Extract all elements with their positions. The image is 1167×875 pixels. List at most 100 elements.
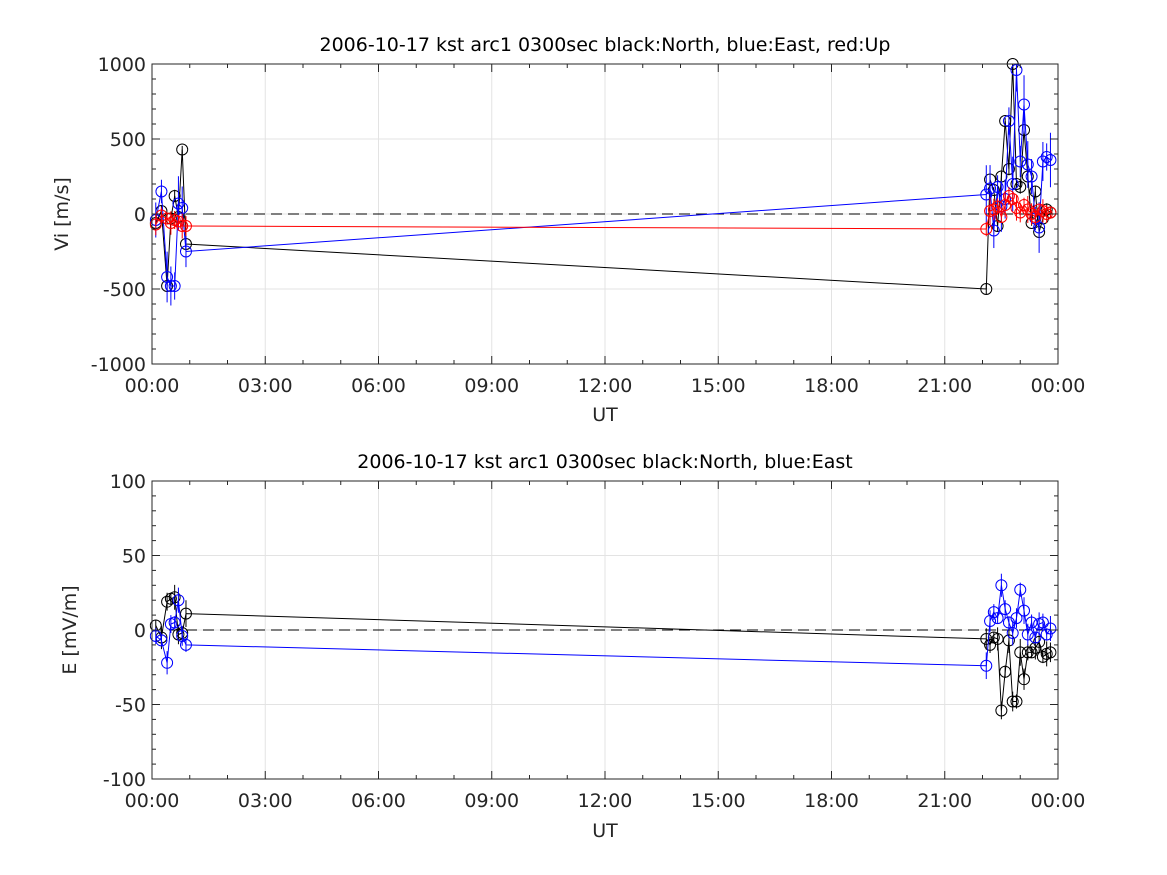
velocity-north-point: [1011, 179, 1022, 190]
efield-east-point: [162, 657, 173, 668]
efield-north-point: [1019, 674, 1030, 685]
efield-east-point: [1045, 623, 1056, 634]
efield-y-tick-label: 100: [110, 471, 146, 493]
velocity-up-point: [180, 221, 191, 232]
velocity-x-tick-label: 09:00: [464, 375, 519, 397]
velocity-y-tick-label: 500: [110, 129, 146, 151]
efield-east-point: [988, 607, 999, 618]
efield-y-tick-label: -100: [103, 769, 146, 791]
efield-east-point: [1003, 617, 1014, 628]
velocity-up-point: [1037, 206, 1048, 217]
velocity-x-tick-label: 03:00: [238, 375, 293, 397]
efield-east-point: [1037, 617, 1048, 628]
velocity-east-point: [1037, 156, 1048, 167]
velocity-chart-title: 2006-10-17 kst arc1 0300sec black:North,…: [319, 34, 890, 56]
efield-y-tick-label: 0: [134, 620, 146, 642]
velocity-east-point: [1041, 152, 1052, 163]
efield-east-line: [156, 585, 1051, 666]
efield-east-point: [992, 613, 1003, 624]
efield-north-point: [1034, 636, 1045, 647]
efield-north-point: [1026, 647, 1037, 658]
efield-x-tick-label: 12:00: [578, 790, 633, 812]
velocity-y-tick-label: 0: [134, 204, 146, 226]
velocity-up-point: [177, 221, 188, 232]
efield-east-point: [996, 580, 1007, 591]
efield-north-point: [1007, 696, 1018, 707]
efield-ticks: 00:00 03:00 06:00 09:00 12:00 15:00 18:00 21:00…: [103, 471, 1086, 812]
velocity-east-point: [1045, 155, 1056, 166]
efield-north-point: [162, 596, 173, 607]
efield-x-tick-label: 15:00: [691, 790, 746, 812]
efield-x-tick-label: 06:00: [351, 790, 406, 812]
efield-north-point: [1022, 647, 1033, 658]
efield-x-tick-label: 03:00: [238, 790, 293, 812]
velocity-north-point: [1003, 164, 1014, 175]
efield-north-point: [180, 608, 191, 619]
velocity-up-point: [1011, 203, 1022, 214]
velocity-up-point: [1045, 207, 1056, 218]
efield-y-tick-label: -50: [115, 695, 146, 717]
velocity-east-point: [180, 246, 191, 257]
velocity-x-tick-label: 21:00: [917, 375, 972, 397]
velocity-east-point: [992, 182, 1003, 193]
velocity-x-tick-label: 00:00: [125, 375, 180, 397]
velocity-up-point: [1026, 209, 1037, 220]
efield-chart-title: 2006-10-17 kst arc1 0300sec black:North,…: [357, 451, 852, 473]
efield-east-point: [1007, 627, 1018, 638]
velocity-up-point: [1003, 191, 1014, 202]
efield-x-tick-label: 00:00: [1031, 790, 1086, 812]
velocity-x-tick-label: 06:00: [351, 375, 406, 397]
velocity-up-point: [1019, 200, 1030, 211]
velocity-east-point: [173, 198, 184, 209]
efield-east-point: [1011, 613, 1022, 624]
velocity-up-point: [992, 201, 1003, 212]
efield-north-point: [1011, 696, 1022, 707]
velocity-east-point: [1007, 179, 1018, 190]
velocity-north-point: [169, 191, 180, 202]
efield-east-point: [169, 617, 180, 628]
efield-east-point: [156, 635, 167, 646]
velocity-y-tick-label: -1000: [91, 354, 146, 376]
efield-north-point: [985, 639, 996, 650]
velocity-east-point: [981, 189, 992, 200]
velocity-ticks: 00:00 03:00 06:00 09:00 12:00 15:00 18:00 21:00…: [91, 54, 1086, 397]
efield-east-series: [150, 574, 1056, 679]
velocity-up-point: [173, 216, 184, 227]
efield-series: [150, 574, 1056, 720]
velocity-y-tick-label: 1000: [98, 54, 146, 76]
velocity-up-point: [150, 219, 161, 230]
velocity-up-point: [1030, 212, 1041, 223]
velocity-x-tick-label: 15:00: [691, 375, 746, 397]
velocity-east-point: [1026, 171, 1037, 182]
velocity-north-point: [177, 144, 188, 155]
velocity-north-point: [1000, 116, 1011, 127]
efield-east-point: [173, 595, 184, 606]
efield-east-point: [1022, 629, 1033, 640]
efield-east-point: [1041, 629, 1052, 640]
velocity-y-axis-label: Vi [m/s]: [51, 177, 73, 251]
efield-north-point: [1045, 647, 1056, 658]
efield-north-point: [1000, 666, 1011, 677]
velocity-x-tick-label: 12:00: [578, 375, 633, 397]
velocity-east-point: [165, 281, 176, 292]
velocity-north-point: [981, 284, 992, 295]
velocity-panel: 00:00 03:00 06:00 09:00 12:00 15:00 18:00 21:00…: [51, 34, 1085, 426]
velocity-east-point: [988, 225, 999, 236]
efield-east-point: [1000, 604, 1011, 615]
efield-north-series: [150, 585, 1056, 720]
velocity-up-point: [165, 218, 176, 229]
efield-x-axis-label: UT: [592, 820, 618, 842]
velocity-east-point: [985, 183, 996, 194]
velocity-series: [150, 59, 1056, 306]
velocity-up-point: [156, 210, 167, 221]
velocity-east-point: [1034, 222, 1045, 233]
velocity-up-point: [1015, 207, 1026, 218]
efield-x-tick-label: 18:00: [804, 790, 859, 812]
velocity-east-point: [1015, 156, 1026, 167]
velocity-east-point: [169, 281, 180, 292]
efield-panel: 00:00 03:00 06:00 09:00 12:00 15:00 18:00 21:00…: [59, 451, 1085, 842]
velocity-x-tick-label: 00:00: [1031, 375, 1086, 397]
efield-x-tick-label: 21:00: [917, 790, 972, 812]
efield-y-axis-label: E [mV/m]: [59, 585, 81, 674]
efield-x-tick-label: 09:00: [464, 790, 519, 812]
